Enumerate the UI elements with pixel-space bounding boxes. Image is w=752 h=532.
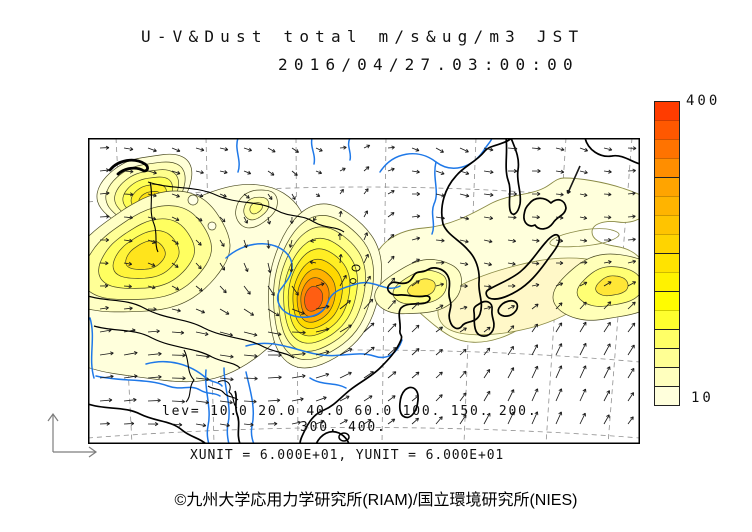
colorbar-segment xyxy=(655,178,679,197)
colorbar-segment xyxy=(655,121,679,140)
colorbar-segment xyxy=(655,140,679,159)
colorbar-segment xyxy=(655,216,679,235)
colorbar-segment xyxy=(655,349,679,368)
dust-map xyxy=(88,100,640,444)
colorbar-segment xyxy=(655,254,679,273)
map-border xyxy=(88,138,640,444)
colorbar-segment xyxy=(655,273,679,292)
colorbar-segment xyxy=(655,197,679,216)
colorbar-segment xyxy=(655,159,679,178)
colorbar-min-label: 10 xyxy=(691,390,714,406)
chart-title: U-V&Dust total m/s&ug/m3 JST xyxy=(141,27,585,46)
dust-map-svg xyxy=(88,138,640,444)
colorbar-max-label: 400 xyxy=(686,93,721,109)
coastlines xyxy=(88,138,640,444)
colorbar-segment xyxy=(655,102,679,121)
wind-vector-arrows xyxy=(99,144,637,428)
colorbar-segment xyxy=(655,368,679,387)
colorbar-segment xyxy=(655,311,679,330)
contour-levels-line1: lev= 10.0 20.0 40.0 60.0 100. 150. 200. xyxy=(162,404,538,419)
vector-units-text: XUNIT = 6.000E+01, YUNIT = 6.000E+01 xyxy=(190,448,505,463)
dust-contour-fills xyxy=(88,153,640,383)
colorbar-segment xyxy=(655,292,679,311)
colorbar-segment xyxy=(655,330,679,349)
colorbar-segment xyxy=(655,235,679,254)
lakes xyxy=(108,158,361,284)
colorbar xyxy=(654,101,680,406)
credit-text: ©九州大学応用力学研究所(RIAM)/国立環境研究所(NIES) xyxy=(174,492,578,509)
vector-scale-axes-icon xyxy=(47,412,98,458)
colorbar-segment xyxy=(655,387,679,405)
contour-levels-line2: 300. 400. xyxy=(300,420,387,435)
chart-timestamp: 2016/04/27.03:00:00 xyxy=(278,55,579,74)
